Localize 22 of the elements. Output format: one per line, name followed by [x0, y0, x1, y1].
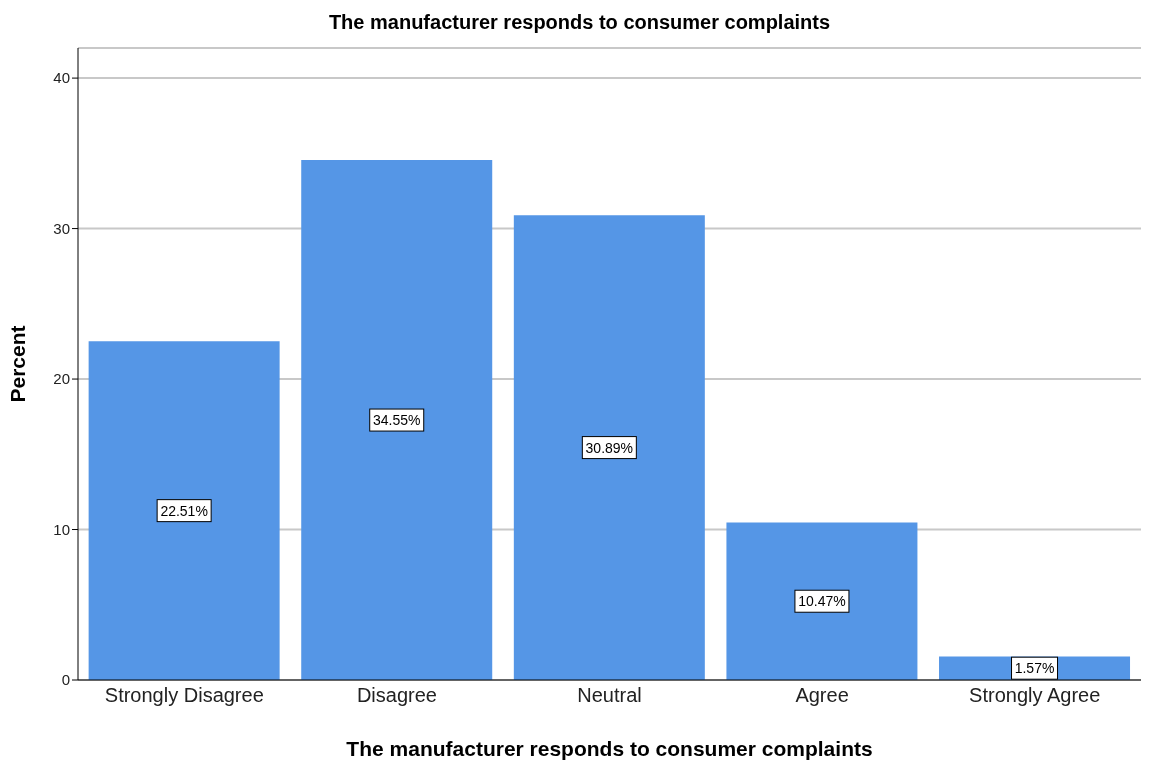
- y-tick-label: 0: [61, 671, 70, 689]
- x-tick-label: Neutral: [577, 684, 642, 707]
- data-label: 34.55%: [372, 412, 421, 429]
- bar: [301, 160, 493, 680]
- data-label: 30.89%: [585, 439, 634, 456]
- x-axis-title: The manufacturer responds to consumer complaints: [346, 737, 873, 760]
- bar: [726, 522, 918, 680]
- x-tick-label: Strongly Agree: [969, 684, 1101, 707]
- x-tick-label: Disagree: [356, 684, 437, 707]
- y-tick-label: 10: [53, 520, 70, 538]
- bar: [88, 341, 280, 680]
- chart-title: The manufacturer responds to consumer complaints: [327, 10, 832, 35]
- data-label: 1.57%: [1014, 660, 1055, 677]
- data-label: 10.47%: [798, 593, 846, 610]
- y-axis-title: Percent: [6, 325, 30, 403]
- y-tick-label: 40: [53, 69, 70, 87]
- y-tick-label: 20: [53, 370, 70, 388]
- data-label: 22.51%: [160, 502, 208, 519]
- x-tick-label: Agree: [795, 684, 849, 707]
- y-tick-label: 30: [53, 219, 70, 237]
- bar: [513, 215, 705, 680]
- x-tick-label: Strongly Disagree: [104, 684, 264, 707]
